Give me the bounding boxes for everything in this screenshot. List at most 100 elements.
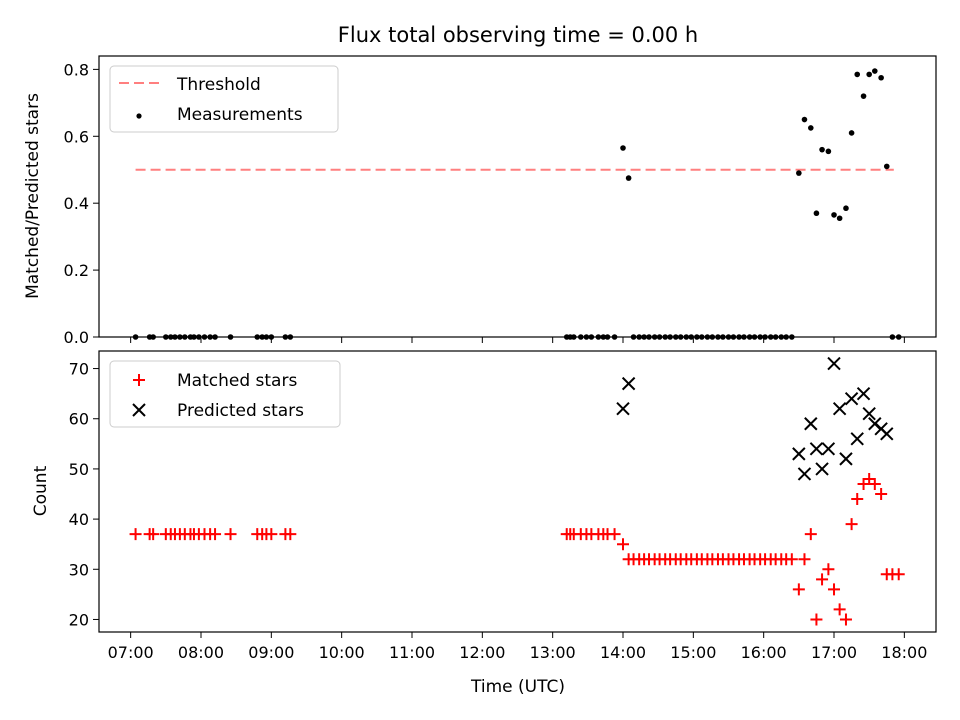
matched-star-point (265, 528, 278, 541)
measurement-point (836, 215, 843, 222)
matched-star-point (284, 528, 297, 541)
measurement-point (872, 68, 878, 74)
legend-measurements-label: Measurements (177, 105, 303, 125)
matched-star-point (839, 613, 852, 626)
matched-star-point (828, 583, 841, 596)
y-tick-label: 0.0 (64, 328, 89, 347)
bottom-panel: 20 30 40 50 60 70 07:00 08:00 09:00 10:00 11:00 12… (31, 350, 937, 697)
measurement-point (866, 71, 872, 78)
measurement-point (796, 170, 802, 176)
legend-matched-label: Matched stars (177, 371, 297, 391)
x-tick-label: 08:00 (178, 643, 224, 662)
y-tick-label: 60 (69, 410, 89, 429)
matched-star-point (129, 528, 142, 541)
matched-star-point (804, 528, 817, 541)
legend-matched-swatch (133, 374, 145, 386)
predicted-star-point (839, 452, 853, 466)
predicted-star-point (815, 462, 829, 476)
measurement-point (860, 93, 867, 99)
predicted-star-point (832, 401, 847, 416)
y-tick-label: 0.8 (64, 60, 89, 79)
matched-star-point (816, 573, 829, 586)
y-tick-label: 20 (69, 610, 89, 629)
x-tick-label: 10:00 (319, 643, 365, 662)
predicted-star-point (621, 376, 636, 391)
predicted-star-point (856, 386, 871, 401)
matched-star-point (617, 538, 630, 551)
y-tick-label: 30 (69, 560, 89, 579)
x-tick-label: 15:00 (670, 643, 716, 662)
matched-star-point (892, 568, 905, 581)
y-tick-label: 0.6 (64, 127, 89, 146)
matched-star-point (833, 603, 846, 616)
x-tick-label: 09:00 (248, 643, 294, 662)
matched-star-point (857, 477, 870, 490)
matched-star-point (792, 583, 805, 596)
y-tick-label: 70 (69, 360, 89, 379)
top-panel: 0.00.20.40.60.8 Matched/Predicted stars … (23, 55, 937, 347)
x-tick-label: 11:00 (389, 643, 435, 662)
measurement-point (620, 145, 626, 151)
measurement-point (848, 130, 855, 136)
predicted-star-point (850, 432, 864, 446)
top-axes-frame (98, 55, 937, 338)
chart-title: Flux total observing time = 0.00 h (338, 23, 698, 47)
bottom-legend: Matched stars Predicted stars (109, 360, 341, 428)
measurement-point (825, 148, 832, 155)
measurement-point (813, 210, 820, 217)
y-tick-label: 40 (69, 510, 89, 529)
matched-star-point (147, 528, 160, 541)
legend-measurements-swatch (136, 113, 142, 119)
legend-predicted-swatch (132, 403, 146, 417)
predicted-star-point (797, 467, 812, 481)
legend-predicted-label: Predicted stars (177, 401, 304, 421)
matched-star-point (608, 528, 621, 541)
measurement-point (808, 125, 814, 131)
top-legend: Threshold Measurements (109, 65, 339, 133)
measurement-point (831, 212, 837, 218)
predicted-star-point (804, 417, 818, 431)
top-legend-box (109, 65, 339, 133)
x-tick-label: 07:00 (108, 643, 154, 662)
predicted-star-point (792, 447, 806, 461)
measurement-point (843, 205, 849, 212)
matched-star-point (851, 493, 864, 506)
measurement-point (819, 146, 825, 153)
top-x-ticks (130, 337, 905, 343)
predicted-star-point (827, 356, 841, 371)
bottom-legend-box (109, 360, 341, 428)
legend-threshold-label: Threshold (176, 75, 261, 95)
matched-star-point (822, 563, 835, 576)
matched-star-point (209, 528, 222, 541)
y-tick-label: 50 (69, 460, 89, 479)
measurement-point (878, 74, 884, 81)
measurement-point (801, 116, 808, 123)
top-ylabel: Matched/Predicted stars (23, 93, 43, 299)
predicted-star-point (862, 407, 876, 421)
measurement-point (625, 175, 632, 181)
measurement-point (883, 163, 890, 170)
predicted-star-point (880, 427, 894, 441)
bottom-y-ticks: 20 30 40 50 60 70 (69, 360, 99, 629)
measurement-point (854, 71, 861, 78)
matched-star-point (845, 518, 858, 531)
bottom-ylabel: Count (31, 465, 51, 516)
xlabel: Time (UTC) (470, 677, 565, 697)
predicted-star-point (821, 442, 836, 456)
x-tick-label: 14:00 (600, 643, 646, 662)
y-tick-label: 0.4 (64, 194, 89, 213)
top-y-ticks: 0.0 0.2 0.4 0.6 0.8 (64, 60, 99, 347)
predicted-star-point (844, 391, 859, 406)
matched-star-point (785, 553, 798, 566)
predicted-star-point (616, 401, 630, 416)
bottom-axes-frame (98, 350, 937, 633)
matched-star-point (868, 477, 881, 490)
predicted-star-point (809, 442, 824, 456)
count-points (129, 356, 905, 626)
matched-star-point (863, 472, 876, 485)
matched-star-point (875, 488, 888, 501)
x-tick-label: 12:00 (459, 643, 505, 662)
x-tick-label: 18:00 (881, 643, 927, 662)
y-tick-label: 0.2 (64, 261, 89, 280)
